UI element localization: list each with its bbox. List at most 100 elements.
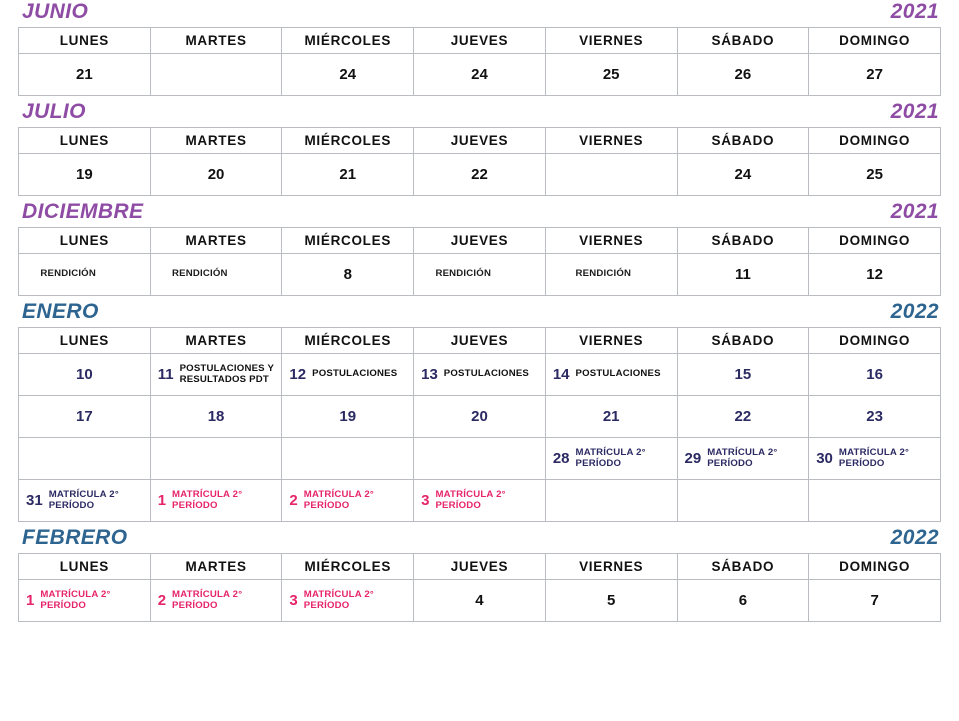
day-number: 5: [606, 592, 616, 609]
day-cell-event[interactable]: 29 MATRÍCULA 2° PERÍODO: [676, 437, 810, 480]
weekday-header-sabado: SÁBADO: [676, 327, 810, 354]
month-header: DICIEMBRE 2021: [18, 200, 941, 227]
event-content: 29 MATRÍCULA 2° PERÍODO: [678, 438, 809, 479]
day-cell-event[interactable]: 1 MATRÍCULA 2° PERÍODO: [18, 579, 151, 622]
day-cell-event[interactable]: 27 MATRÍCULA 1er PERÍODO: [413, 437, 546, 480]
day-cell-event[interactable]: 2 MATRÍCULA 2° PERÍODO: [281, 479, 415, 522]
day-cell[interactable]: 19: [18, 153, 151, 196]
day-cell[interactable]: 16: [808, 353, 941, 396]
event-label: MATRÍCULA 2° PERÍODO: [40, 588, 111, 611]
day-cell[interactable]: 25: [544, 53, 678, 96]
day-number: 27: [866, 66, 883, 83]
day-number: 19: [339, 408, 357, 425]
day-cell-event[interactable]: 1 MATRÍCULA 2° PERÍODO: [149, 479, 283, 522]
day-number: 25: [157, 450, 175, 467]
day-cell-event[interactable]: 25 MATRÍCULA 1er PERÍODO: [149, 437, 283, 480]
day-number: 17: [76, 408, 93, 425]
day-cell[interactable]: 22: [676, 395, 810, 438]
day-cell[interactable]: 6: [676, 579, 810, 622]
day-cell[interactable]: 12: [808, 253, 941, 296]
event-label-pre: MATRÍCULA 1: [443, 446, 510, 458]
day-cell-event[interactable]: 26 MATRÍCULA 1er PERÍODO: [281, 437, 415, 480]
event-content: 23 FIN PERIODO DE INSCRIPCIÓN: [546, 154, 677, 195]
day-cell[interactable]: 4: [413, 579, 546, 622]
weekday-header-domingo: DOMINGO: [808, 227, 941, 254]
day-number: 11: [157, 366, 174, 383]
month-header: JUNIO 2021: [18, 0, 941, 27]
day-cell[interactable]: 21: [18, 53, 151, 96]
day-cell-event[interactable]: 3 MATRÍCULA 2° PERÍODO: [281, 579, 415, 622]
day-cell[interactable]: 24: [676, 153, 810, 196]
day-number: 1: [157, 492, 167, 509]
month-header: ENERO 2022: [18, 300, 941, 327]
day-cell-event[interactable]: 13 POSTULACIONES: [413, 353, 546, 396]
event-content: 1 MATRÍCULA 2° PERÍODO: [151, 480, 282, 521]
day-cell-event[interactable]: 2 MATRÍCULA 2° PERÍODO: [149, 579, 283, 622]
event-content: 26 MATRÍCULA 1er PERÍODO: [282, 438, 413, 479]
day-cell[interactable]: 5: [544, 579, 678, 622]
event-content: 31 MATRÍCULA 2° PERÍODO: [19, 480, 150, 521]
event-label: MATRÍCULA 2° PERÍODO: [172, 588, 243, 611]
day-cell[interactable]: 15: [676, 353, 810, 396]
day-cell-event[interactable]: 9 RENDICIÓN: [413, 253, 546, 296]
day-cell-event[interactable]: 30 MATRÍCULA 2° PERÍODO: [808, 437, 941, 480]
event-label: FIN PERIODO DE INSCRIPCIÓN: [575, 162, 657, 185]
month-year: 2022: [890, 300, 939, 323]
day-cell[interactable]: 20: [413, 395, 546, 438]
weekday-header-viernes: VIERNES: [544, 227, 678, 254]
event-content: 25 MATRÍCULA 1er PERÍODO: [151, 438, 282, 479]
day-cell[interactable]: 11: [676, 253, 810, 296]
event-content: 27 MATRÍCULA 1er PERÍODO: [414, 438, 545, 479]
day-number: 24: [339, 66, 357, 83]
event-label-post: PERÍODO: [180, 457, 227, 469]
day-cell[interactable]: 23: [808, 395, 941, 438]
day-cell[interactable]: 17: [18, 395, 151, 438]
day-cell[interactable]: 8: [281, 253, 415, 296]
weekday-header-lunes: LUNES: [18, 327, 151, 354]
weekday-header-jueves: JUEVES: [413, 227, 546, 254]
event-label: MATRÍCULA 1er PERÍODO: [312, 446, 408, 469]
day-cell[interactable]: 24: [413, 53, 546, 96]
day-cell-event[interactable]: 23 FIN PERIODO DE INSCRIPCIÓN: [544, 153, 678, 196]
day-cell[interactable]: 27: [808, 53, 941, 96]
day-number: 21: [76, 66, 93, 83]
day-number: 12: [866, 266, 883, 283]
day-number: 2: [289, 492, 298, 509]
day-cell[interactable]: 21: [281, 153, 415, 196]
day-number: 21: [339, 166, 357, 183]
day-number: 10: [76, 366, 93, 383]
day-cell-event[interactable]: 11 POSTULACIONES Y RESULTADOS PDT: [149, 353, 283, 396]
event-content: 24 RESULTADOS SELECCIÓN: [19, 438, 150, 479]
event-label-pre: MATRÍCULA 1: [180, 446, 247, 458]
event-content: 3 MATRÍCULA 2° PERÍODO: [414, 480, 545, 521]
day-cell-event[interactable]: 14 POSTULACIONES: [544, 353, 678, 396]
day-cell-event[interactable]: 12 POSTULACIONES: [281, 353, 415, 396]
day-number: 25: [866, 166, 883, 183]
day-cell[interactable]: 24: [281, 53, 415, 96]
event-content: 3 MATRÍCULA 2° PERÍODO: [282, 580, 413, 621]
day-cell[interactable]: 19: [281, 395, 415, 438]
day-cell-event[interactable]: 7 RENDICIÓN: [149, 253, 283, 296]
day-cell-event[interactable]: 24 RESULTADOS SELECCIÓN: [18, 437, 151, 480]
day-number: 24: [734, 166, 752, 183]
day-cell-event[interactable]: 6 RENDICIÓN: [18, 253, 151, 296]
day-cell[interactable]: 26: [676, 53, 810, 96]
day-cell[interactable]: 20: [149, 153, 283, 196]
day-cell[interactable]: 25: [808, 153, 941, 196]
day-number: 30: [816, 450, 833, 467]
day-cell-event[interactable]: 10 RENDICIÓN: [544, 253, 678, 296]
day-number: 7: [870, 592, 879, 609]
day-cell[interactable]: 7: [808, 579, 941, 622]
event-label: INICIO PERIODO DE INSCRIPCIÓN: [180, 62, 277, 85]
day-number: 29: [684, 450, 702, 467]
day-cell[interactable]: 18: [149, 395, 283, 438]
day-cell-event[interactable]: 31 MATRÍCULA 2° PERÍODO: [18, 479, 151, 522]
day-cell-event[interactable]: 28 MATRÍCULA 2° PERÍODO: [544, 437, 678, 480]
day-cell-event[interactable]: 22 INICIO PERIODO DE INSCRIPCIÓN: [149, 53, 283, 96]
day-cell[interactable]: 22: [413, 153, 546, 196]
day-cell[interactable]: 21: [544, 395, 678, 438]
event-label: RENDICIÓN: [40, 268, 96, 280]
day-cell-event[interactable]: 3 MATRÍCULA 2° PERÍODO: [413, 479, 546, 522]
day-number: 24: [471, 66, 488, 83]
day-cell[interactable]: 10: [18, 353, 151, 396]
